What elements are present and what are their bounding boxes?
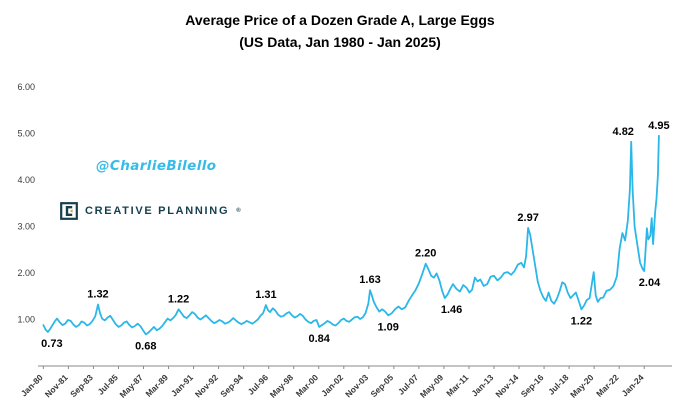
data-label: 1.09 <box>377 321 398 333</box>
price-line <box>42 134 660 336</box>
x-tick-label: Sep-94 <box>218 372 245 399</box>
y-tick-label: 2.00 <box>17 268 35 278</box>
data-label: 1.46 <box>441 304 462 316</box>
x-tick-label: Nov-81 <box>43 372 70 399</box>
data-label: 2.04 <box>639 277 661 289</box>
egg-price-line-chart: 6.005.004.003.002.001.00Jan-80Nov-81Sep-… <box>17 82 672 400</box>
x-tick-label: Mar-89 <box>144 372 171 399</box>
creative-planning-logo-text: CREATIVE PLANNING <box>85 205 230 217</box>
x-tick-label: Jan-91 <box>169 372 195 398</box>
x-tick-label: Sep-16 <box>519 372 546 399</box>
registered-trademark-mark: ® <box>236 208 241 214</box>
x-tick-label: Jul-85 <box>95 372 120 397</box>
x-tick-label: Jul-18 <box>546 372 571 397</box>
y-tick-label: 6.00 <box>17 82 35 92</box>
x-tick-label: Jan-02 <box>319 372 345 398</box>
x-tick-label: Jan-13 <box>469 372 495 398</box>
x-tick-label: Mar-22 <box>594 372 621 399</box>
x-tick-label: May-98 <box>268 372 296 400</box>
y-tick-label: 1.00 <box>17 314 35 324</box>
data-label: 4.82 <box>613 126 634 138</box>
x-tick-label: May-09 <box>418 372 446 400</box>
data-label: 0.73 <box>41 338 62 350</box>
x-tick-label: Nov-03 <box>343 372 370 399</box>
data-label: 1.32 <box>87 289 108 301</box>
data-label: 0.68 <box>135 340 156 352</box>
x-tick-label: Sep-83 <box>68 372 95 399</box>
y-tick-label: 5.00 <box>17 128 35 138</box>
creative-planning-logo: CREATIVE PLANNING ® <box>60 202 241 220</box>
chart-title: Average Price of a Dozen Grade A, Large … <box>0 10 680 53</box>
y-tick-label: 3.00 <box>17 221 35 231</box>
x-tick-label: Nov-14 <box>493 372 520 399</box>
data-label: 4.95 <box>648 120 669 132</box>
chart-title-line1: Average Price of a Dozen Grade A, Large … <box>185 12 495 28</box>
data-label: 1.63 <box>359 274 380 286</box>
x-tick-label: May-20 <box>568 372 596 400</box>
data-label: 0.84 <box>308 333 330 345</box>
data-label: 1.22 <box>571 315 592 327</box>
data-label: 1.31 <box>255 289 276 301</box>
x-tick-label: Jul-96 <box>246 372 271 397</box>
x-tick-label: Mar-11 <box>444 372 470 398</box>
x-tick-label: Jan-80 <box>19 372 45 398</box>
x-tick-label: Jan-24 <box>619 372 645 398</box>
x-tick-label: Jul-07 <box>396 372 421 397</box>
x-tick-label: Nov-92 <box>193 372 220 399</box>
data-label: 2.97 <box>517 212 538 224</box>
data-label: 1.22 <box>168 293 189 305</box>
x-tick-label: Mar-00 <box>294 372 321 399</box>
chart-title-line2: (US Data, Jan 1980 - Jan 2025) <box>239 33 441 50</box>
creative-planning-logo-icon <box>60 202 78 220</box>
x-tick-label: Sep-05 <box>368 372 395 399</box>
watermark-handle: @CharlieBilello <box>96 158 217 174</box>
x-tick-label: May-87 <box>117 372 145 400</box>
data-label: 2.20 <box>415 248 436 260</box>
y-tick-label: 4.00 <box>17 175 35 185</box>
